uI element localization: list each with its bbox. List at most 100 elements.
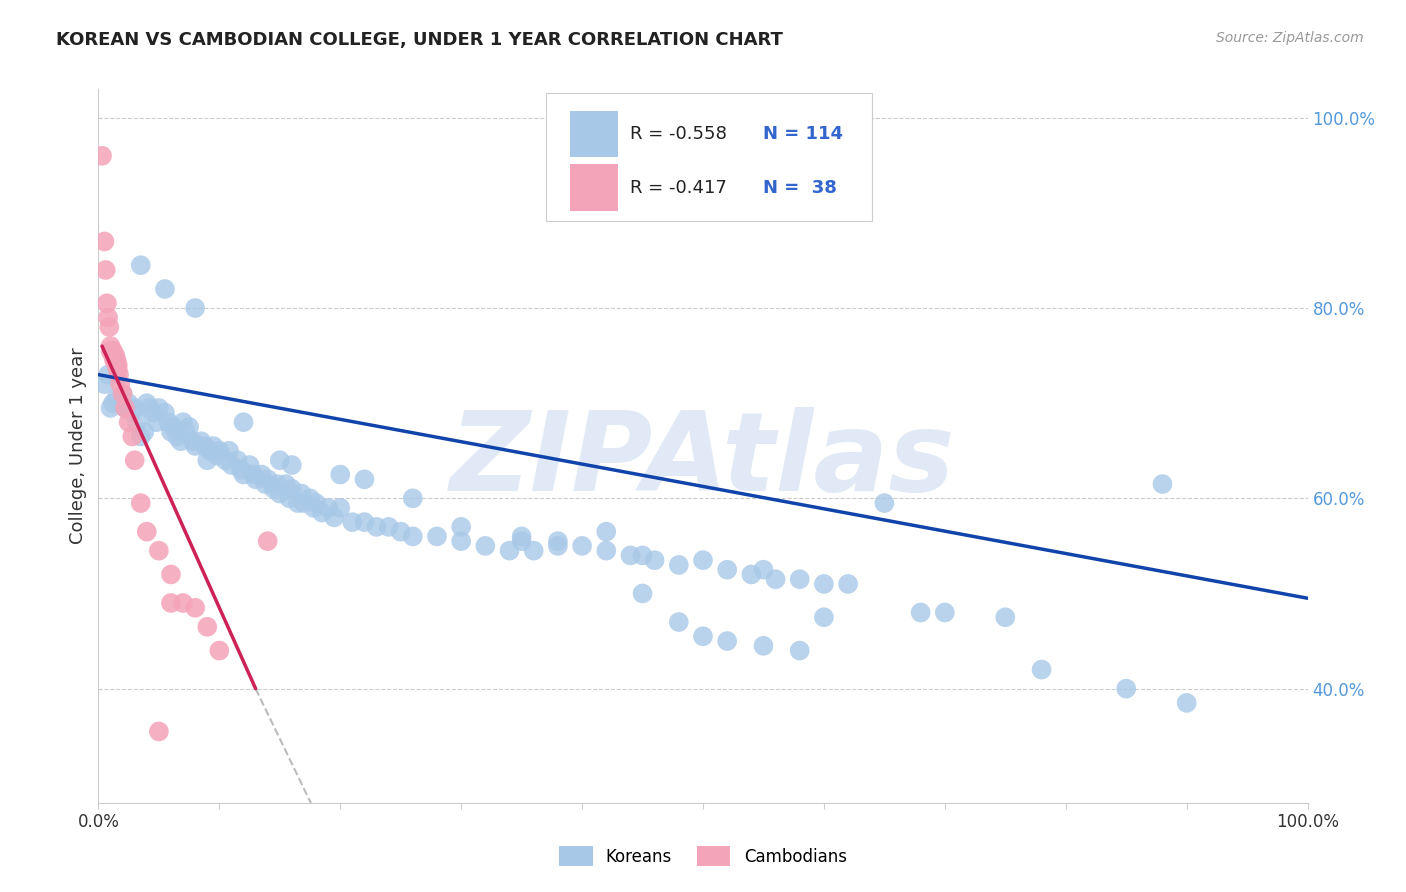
- Point: [873, 496, 896, 510]
- Point: [329, 467, 352, 482]
- Point: [316, 500, 339, 515]
- Point: [547, 534, 569, 549]
- Point: [94, 263, 117, 277]
- Point: [619, 549, 641, 563]
- Point: [105, 392, 128, 406]
- Legend: Koreans, Cambodians: Koreans, Cambodians: [553, 839, 853, 873]
- Point: [121, 429, 143, 443]
- Point: [181, 434, 204, 449]
- Text: N = 114: N = 114: [763, 125, 844, 143]
- Point: [91, 149, 114, 163]
- Point: [402, 491, 425, 506]
- Point: [668, 615, 690, 629]
- Point: [100, 339, 122, 353]
- Point: [250, 467, 273, 482]
- Point: [105, 358, 128, 372]
- Point: [184, 439, 207, 453]
- Point: [226, 453, 249, 467]
- Y-axis label: College, Under 1 year: College, Under 1 year: [69, 348, 87, 544]
- Point: [169, 434, 191, 449]
- Point: [366, 520, 388, 534]
- Point: [242, 467, 264, 482]
- Point: [157, 415, 180, 429]
- Point: [135, 396, 157, 410]
- Point: [323, 510, 346, 524]
- Point: [450, 520, 472, 534]
- Point: [256, 472, 278, 486]
- Point: [934, 606, 956, 620]
- Point: [198, 443, 221, 458]
- Point: [595, 543, 617, 558]
- Point: [692, 553, 714, 567]
- Point: [190, 434, 212, 449]
- Point: [138, 401, 160, 415]
- Point: [101, 349, 124, 363]
- Point: [377, 520, 399, 534]
- Point: [93, 235, 115, 249]
- Point: [101, 396, 124, 410]
- Point: [103, 353, 125, 368]
- Point: [342, 515, 364, 529]
- Point: [329, 500, 352, 515]
- Point: [108, 368, 131, 382]
- Point: [278, 491, 301, 506]
- Point: [716, 634, 738, 648]
- Point: [148, 543, 170, 558]
- Point: [1031, 663, 1053, 677]
- Text: KOREAN VS CAMBODIAN COLLEGE, UNDER 1 YEAR CORRELATION CHART: KOREAN VS CAMBODIAN COLLEGE, UNDER 1 YEA…: [56, 31, 783, 49]
- Point: [134, 425, 156, 439]
- Point: [218, 443, 240, 458]
- Point: [121, 406, 143, 420]
- Point: [153, 406, 176, 420]
- Point: [263, 482, 285, 496]
- Point: [813, 577, 835, 591]
- Text: ZIPAtlas: ZIPAtlas: [450, 407, 956, 514]
- FancyBboxPatch shape: [546, 93, 872, 221]
- Point: [498, 543, 520, 558]
- Point: [194, 439, 217, 453]
- Point: [105, 358, 128, 372]
- Point: [97, 368, 120, 382]
- Point: [1152, 477, 1174, 491]
- Point: [269, 486, 291, 500]
- Point: [716, 563, 738, 577]
- Point: [299, 491, 322, 506]
- Point: [202, 439, 225, 453]
- Point: [668, 558, 690, 572]
- Point: [269, 453, 291, 467]
- Point: [450, 534, 472, 549]
- Point: [402, 529, 425, 543]
- Point: [129, 429, 152, 443]
- Text: Source: ZipAtlas.com: Source: ZipAtlas.com: [1216, 31, 1364, 45]
- Point: [644, 553, 666, 567]
- Point: [160, 425, 183, 439]
- Point: [571, 539, 593, 553]
- Point: [1115, 681, 1137, 696]
- Point: [813, 610, 835, 624]
- Point: [114, 401, 136, 415]
- Point: [105, 353, 128, 368]
- Point: [111, 386, 134, 401]
- Bar: [569, 164, 619, 211]
- Point: [172, 596, 194, 610]
- Point: [142, 406, 165, 420]
- Point: [353, 472, 375, 486]
- Point: [127, 415, 149, 429]
- Point: [752, 639, 775, 653]
- Point: [214, 453, 236, 467]
- Point: [101, 343, 124, 358]
- Point: [292, 496, 315, 510]
- Point: [290, 486, 312, 500]
- Point: [160, 567, 183, 582]
- Point: [107, 363, 129, 377]
- Point: [104, 353, 127, 368]
- Point: [129, 496, 152, 510]
- Point: [287, 496, 309, 510]
- Point: [595, 524, 617, 539]
- Point: [510, 529, 533, 543]
- Point: [124, 401, 146, 415]
- Point: [254, 477, 277, 491]
- Point: [145, 415, 167, 429]
- Point: [221, 458, 243, 472]
- Point: [302, 500, 325, 515]
